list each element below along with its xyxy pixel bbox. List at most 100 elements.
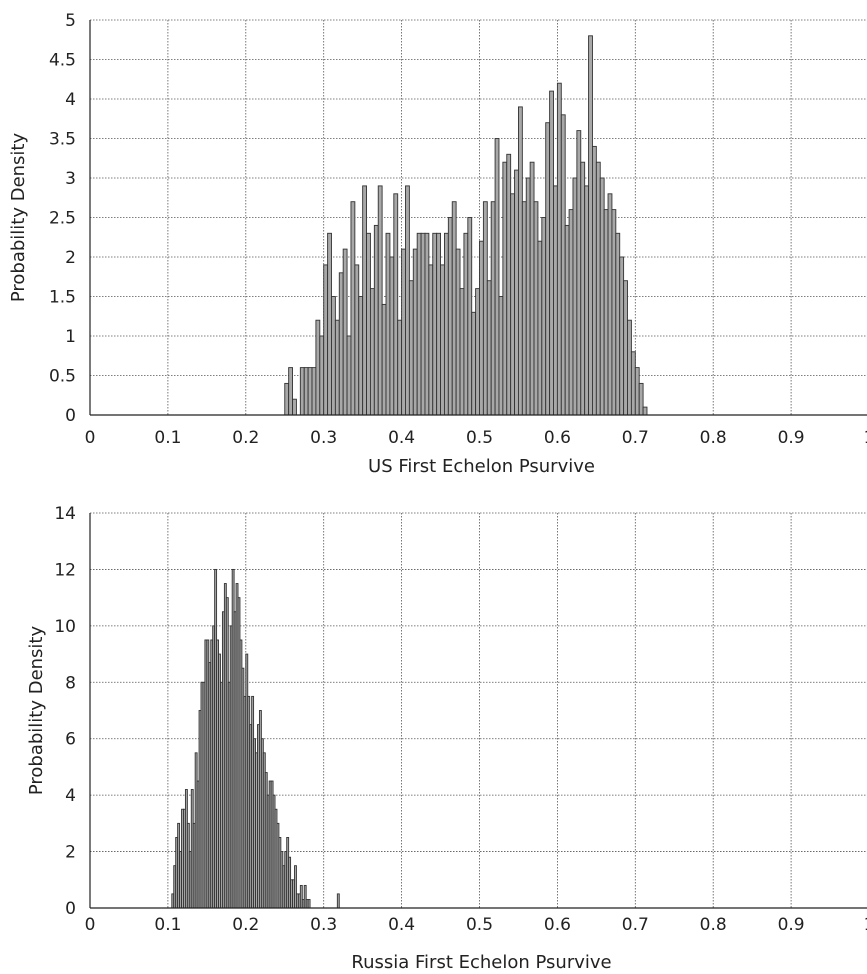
grid-lines	[90, 19, 867, 415]
histogram-bar	[323, 264, 329, 416]
histogram-bar	[412, 248, 418, 416]
x-tick-label: 0.7	[622, 915, 649, 935]
histogram-bar	[490, 201, 496, 416]
x-tick-label: 0.6	[544, 915, 571, 935]
histogram-bar	[634, 367, 640, 416]
x-tick-label: 0.1	[154, 428, 181, 448]
x-tick-label: 0.4	[388, 428, 415, 448]
histogram-bar	[428, 264, 434, 416]
histogram-bar	[381, 303, 387, 416]
histogram-bar	[630, 351, 636, 416]
histogram-bar	[537, 240, 543, 416]
y-tick-label: 4	[65, 786, 76, 806]
y-tick-label: 3	[65, 169, 76, 189]
x-tick-label: 0.9	[778, 915, 805, 935]
histogram-bar	[401, 248, 406, 416]
y-tick-label: 2.5	[49, 209, 76, 229]
y-tick-labels: 0 0.5 1 1.5 2 2.5 3 3.5 4 4.5 5	[49, 11, 76, 426]
y-tick-label: 6	[65, 730, 76, 750]
histogram-bar	[373, 224, 379, 416]
histogram-bar	[440, 264, 445, 416]
histogram-bar	[553, 185, 558, 416]
histogram-bar	[486, 280, 492, 416]
histogram-bar	[638, 382, 644, 416]
histogram-bar	[615, 232, 621, 416]
histogram-bar	[498, 296, 504, 416]
histogram-bar	[292, 398, 297, 416]
histogram-bar	[603, 209, 609, 416]
y-tick-label: 4.5	[49, 51, 76, 71]
y-tick-label: 1.5	[49, 288, 76, 308]
x-axis-label: US First Echelon Psurvive	[368, 456, 595, 477]
y-tick-label: 2	[65, 843, 76, 863]
histogram-bar	[506, 153, 512, 416]
histogram-bar	[549, 90, 554, 416]
x-tick-labels: 0 0.1 0.2 0.3 0.4 0.5 0.6 0.7 0.8 0.9 1	[85, 428, 867, 448]
histogram-bar	[463, 232, 469, 416]
x-tick-label: 0.7	[622, 428, 649, 448]
histogram-bar	[405, 185, 410, 416]
y-tick-label: 2	[65, 248, 76, 268]
y-tick-label: 1	[65, 327, 76, 347]
histogram-bar	[307, 367, 313, 416]
histogram-bar	[580, 161, 586, 416]
histogram-bar	[358, 296, 364, 416]
histogram-bar	[447, 217, 453, 416]
histogram-bar	[311, 367, 317, 416]
x-tick-label: 0.6	[544, 428, 571, 448]
histogram-bars	[171, 568, 340, 909]
histogram-bar	[588, 35, 593, 416]
y-tick-label: 0	[65, 406, 76, 426]
y-tick-label: 5	[65, 11, 76, 31]
histogram-bar	[576, 130, 582, 416]
x-tick-label: 1	[864, 915, 867, 935]
histogram-bar	[642, 406, 648, 416]
histogram-bar	[455, 248, 461, 416]
histogram-bar	[366, 232, 371, 416]
histogram-bar	[346, 335, 352, 416]
histogram-bar	[545, 122, 551, 416]
histogram-bar	[482, 201, 488, 416]
y-tick-label: 10	[54, 617, 76, 637]
histogram-bar	[331, 296, 336, 416]
histogram-bars	[284, 35, 648, 416]
histogram-bar	[389, 256, 395, 416]
histogram-bar	[595, 161, 601, 416]
histogram-bar	[459, 288, 465, 416]
histogram-bar	[432, 232, 438, 416]
histogram-bar	[385, 232, 391, 416]
histogram-bar	[327, 232, 332, 416]
x-tick-label: 0.1	[154, 915, 181, 935]
histogram-bar	[611, 209, 617, 416]
histogram-bar	[315, 319, 321, 416]
histogram-bar	[338, 272, 344, 416]
histogram-bar	[584, 185, 590, 416]
us-psurvive-histogram: 0 0.1 0.2 0.3 0.4 0.5 0.6 0.7 0.8 0.9 1 0 0.5 1 1.5 2 2.…	[8, 11, 867, 477]
histogram-bar	[377, 185, 383, 416]
y-tick-label: 8	[65, 673, 76, 693]
histogram-bar	[416, 232, 422, 416]
x-tick-label: 0.8	[700, 915, 727, 935]
x-tick-label: 0.2	[232, 428, 259, 448]
histogram-bar	[303, 367, 309, 416]
histogram-bar	[350, 201, 356, 416]
histogram-bar	[471, 311, 477, 416]
histogram-bar	[623, 280, 628, 416]
histogram-bar	[510, 193, 516, 416]
histogram-bar	[514, 169, 519, 416]
histogram-bar	[362, 185, 367, 416]
y-tick-label: 14	[54, 504, 76, 524]
histogram-bar	[336, 893, 340, 909]
y-tick-label: 12	[54, 560, 76, 580]
histogram-bar	[599, 177, 605, 416]
histogram-bar	[475, 288, 480, 416]
histogram-bar	[420, 232, 426, 416]
histogram-bar	[397, 319, 403, 416]
histogram-bar	[424, 232, 430, 416]
histogram-bar	[592, 145, 597, 416]
x-tick-label: 0.5	[466, 915, 493, 935]
x-tick-label: 0.4	[388, 915, 415, 935]
histogram-bar	[560, 114, 566, 416]
histogram-bar	[393, 193, 399, 416]
histogram-bar	[451, 201, 457, 416]
